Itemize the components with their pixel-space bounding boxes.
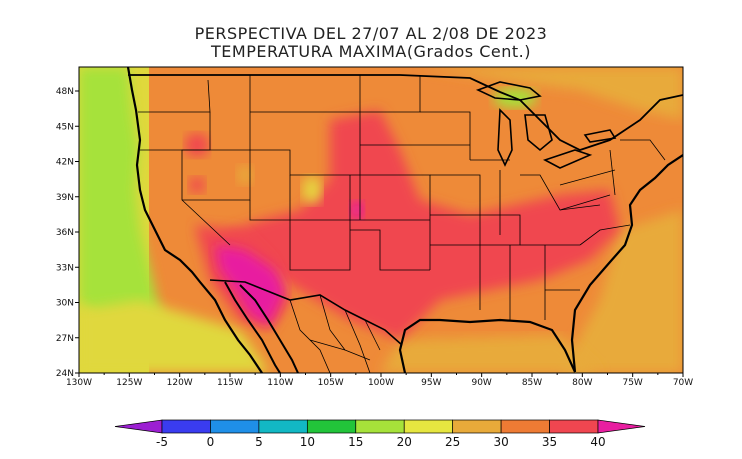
lon-tick-label: 115W <box>217 378 243 388</box>
lat-tick-label: 45N <box>56 122 74 132</box>
colorbar-label: 0 <box>207 435 215 449</box>
title-line-2: TEMPERATURA MAXIMA(Grados Cent.) <box>211 42 531 61</box>
canada-warm-field <box>420 67 683 120</box>
lon-tick-label: 95W <box>421 378 441 388</box>
lon-tick-label: 70W <box>673 378 693 388</box>
colorbar-label: 40 <box>590 435 605 449</box>
colorbar-label: 5 <box>255 435 263 449</box>
title-line-1: PERSPECTIVA DEL 27/07 AL 2/08 DE 2023 <box>194 24 548 43</box>
lake-michigan <box>497 108 513 167</box>
lat-tick-label: 36N <box>56 228 74 238</box>
very-hot-region <box>215 245 285 325</box>
lat-tick-label: 24N <box>56 369 74 379</box>
baja-coastline <box>224 281 281 373</box>
mexico-state-borders <box>289 294 381 373</box>
lat-tick-label: 27N <box>56 334 74 344</box>
lon-tick-label: 120W <box>167 378 193 388</box>
colorbar-label: 20 <box>397 435 412 449</box>
mexico-border <box>209 279 403 346</box>
very-hot-spot <box>350 201 364 219</box>
colorbar-bin <box>355 419 405 434</box>
lon-tick-label: 105W <box>318 378 344 388</box>
lat-tick-label: 42N <box>56 158 74 168</box>
lon-tick-label: 80W <box>572 378 592 388</box>
temperature-field <box>79 67 683 373</box>
colorbar-label: 25 <box>445 435 460 449</box>
colorbar-bin <box>161 419 211 434</box>
hot-region <box>220 110 620 340</box>
lon-tick-label: 125W <box>116 378 142 388</box>
lake-erie <box>542 149 593 169</box>
boundaries <box>126 67 683 373</box>
latitude-axis: 48N 45N 42N 39N 36N 33N 30N 27N 24N <box>56 87 79 379</box>
colorbar-bin <box>452 419 502 434</box>
colorbar-bin <box>306 419 357 434</box>
colorbar-bin <box>210 419 260 434</box>
hot-spot-oregon <box>185 133 209 157</box>
lon-tick-label: 85W <box>522 378 542 388</box>
southwest-coastal-field <box>79 300 270 373</box>
pacific-cool-band <box>79 67 162 320</box>
gulf-coastline <box>398 318 577 373</box>
lon-tick-label: 110W <box>267 378 293 388</box>
lat-tick-label: 48N <box>56 87 74 97</box>
colorbar-label: 15 <box>348 435 363 449</box>
lon-tick-label: 90W <box>471 378 491 388</box>
colorbar-bin <box>258 419 308 434</box>
lon-tick-label: 75W <box>622 378 642 388</box>
colorbar-low-arrow <box>114 419 163 434</box>
colorbar-label: 35 <box>542 435 557 449</box>
lat-tick-label: 33N <box>56 263 74 273</box>
lake-huron <box>524 114 553 152</box>
mexico-west-coastline <box>239 284 299 373</box>
atlantic-coastline <box>570 154 683 373</box>
lat-tick-label: 30N <box>56 299 74 309</box>
lake-superior <box>475 81 542 101</box>
lake-ontario <box>583 129 617 143</box>
pacific-coastline <box>126 67 263 373</box>
lon-tick-label: 100W <box>368 378 394 388</box>
longitude-axis: 130W 125W 120W 115W 110W 105W 100W 95W 90W 85W 80W… <box>66 373 693 388</box>
colorbar-label: 10 <box>300 435 315 449</box>
hot-spot-nevada <box>189 177 205 193</box>
lon-tick-label: 130W <box>66 378 92 388</box>
lat-tick-label: 39N <box>56 193 74 203</box>
colorbar-bin <box>500 419 550 434</box>
mild-spot-rockies <box>302 176 322 204</box>
colorbar-label: -5 <box>156 435 168 449</box>
state-borders <box>138 75 666 320</box>
colorbar-label: 30 <box>493 435 508 449</box>
atlantic-field <box>560 210 683 373</box>
warm-spot-utah <box>237 165 253 185</box>
canada-border <box>128 74 683 151</box>
gulf-field <box>380 335 600 373</box>
colorbar-bin <box>549 419 599 434</box>
colorbar-bin <box>403 419 454 434</box>
colorbar-high-arrow <box>597 419 646 434</box>
colorbar: -5 0 5 10 15 20 25 30 35 40 <box>114 419 646 449</box>
